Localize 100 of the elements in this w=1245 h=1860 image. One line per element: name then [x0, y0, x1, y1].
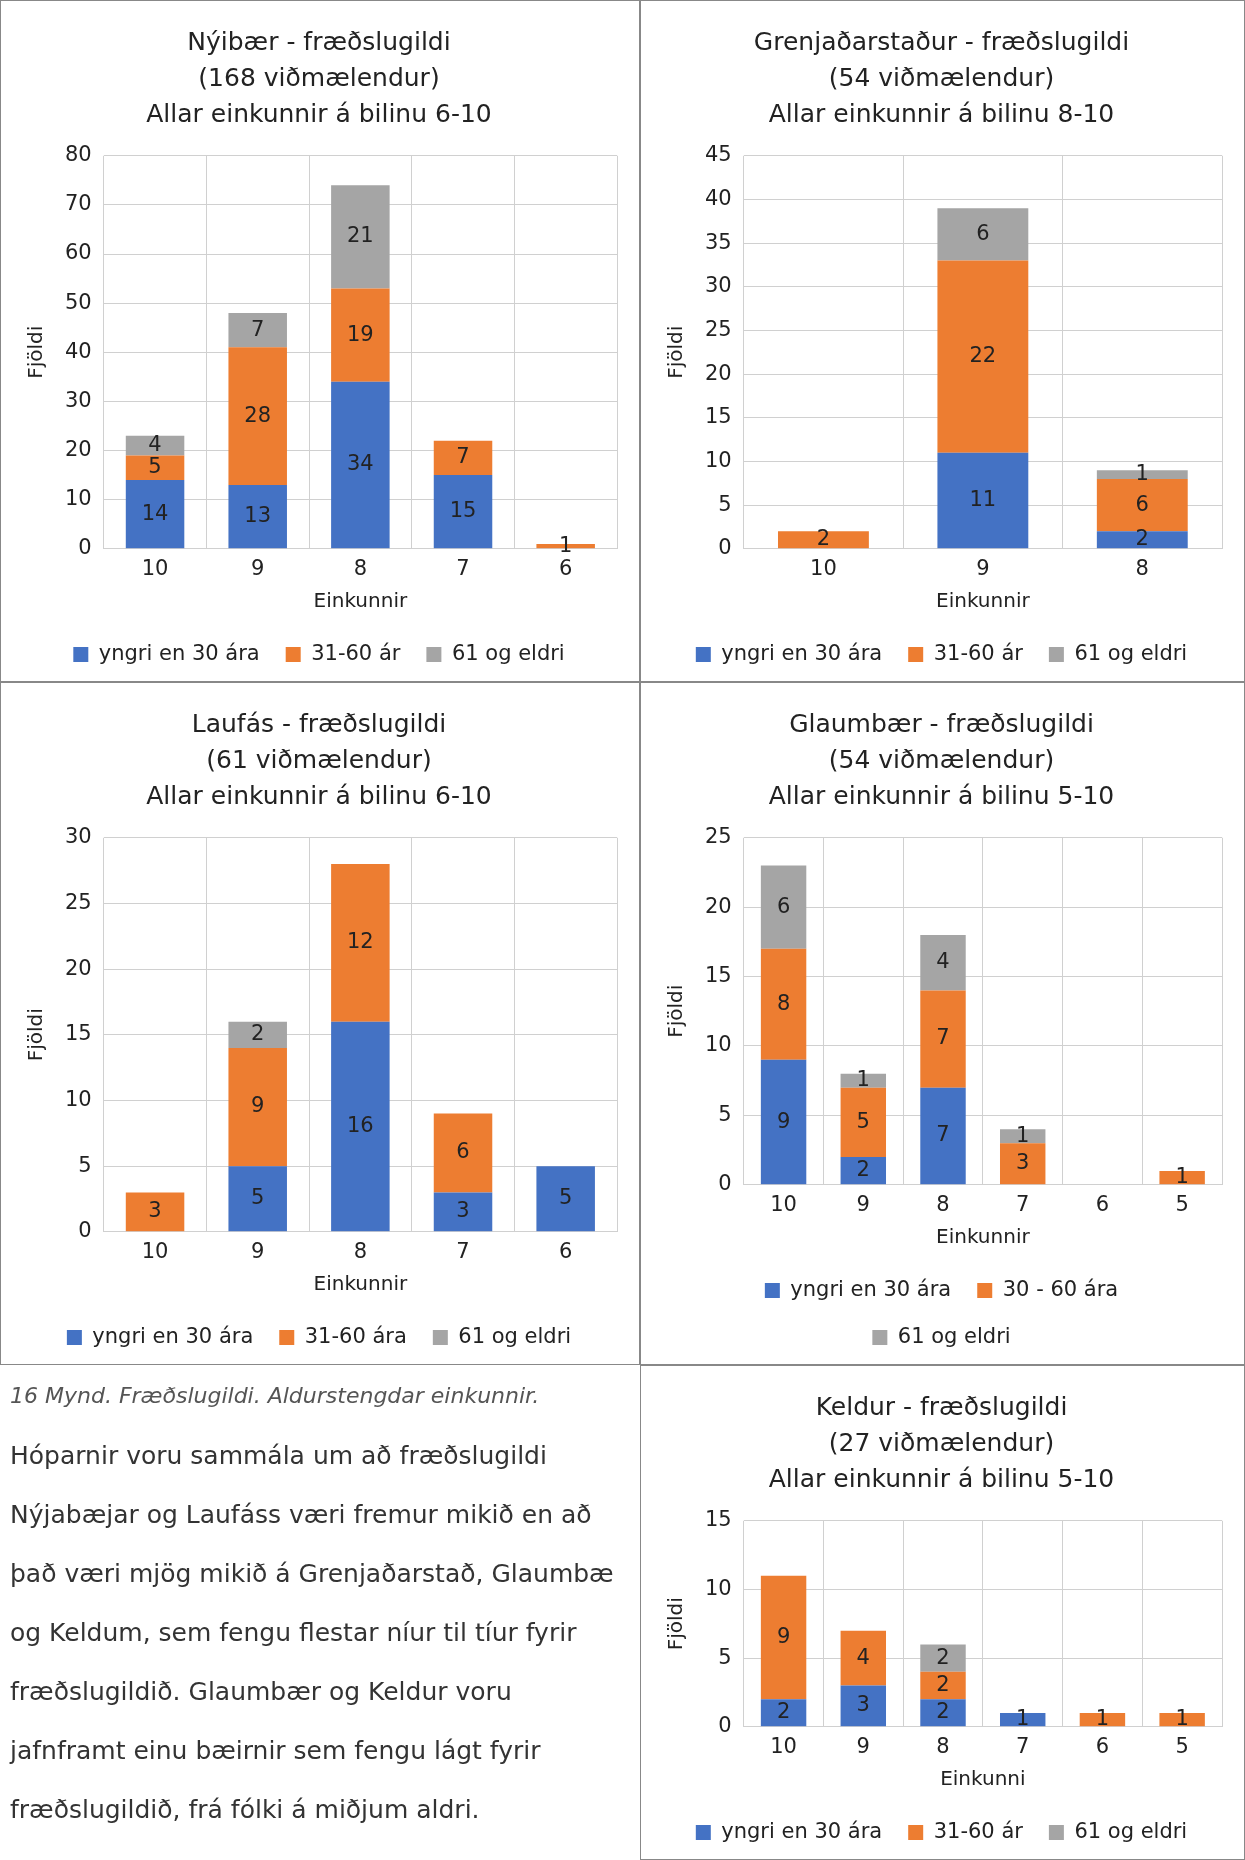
x-axis-title: Einkunnir — [313, 588, 408, 613]
data-label: 1 — [856, 1067, 870, 1092]
y-tick-label: 0 — [718, 535, 732, 560]
y-tick-label: 0 — [718, 1171, 732, 1196]
x-tick-label: 10 — [141, 555, 169, 580]
y-tick-label: 45 — [704, 142, 732, 167]
data-label: 2 — [856, 1157, 870, 1182]
bar — [433, 440, 493, 476]
data-label: 1 — [1095, 1706, 1110, 1731]
data-label: 3 — [856, 1692, 870, 1717]
legend-label: 30 - 60 ára — [1002, 1276, 1119, 1301]
data-label: 3 — [148, 1198, 162, 1223]
bar — [760, 1575, 807, 1700]
data-label: 14 — [141, 500, 169, 525]
x-tick-label: 6 — [558, 1238, 573, 1263]
data-label: 6 — [776, 893, 791, 918]
text: 16 Mynd. Fræðslugildi. Aldurstengdar einkunnir. — [10, 1383, 541, 1408]
y-tick-label: 5 — [718, 491, 732, 516]
legend-label: 31-60 ár — [933, 640, 1024, 665]
data-label: 2 — [936, 1672, 950, 1697]
x-tick-label: 8 — [353, 1238, 368, 1263]
y-tick-label: 10 — [704, 1575, 732, 1600]
bar — [920, 1087, 966, 1185]
chart-title: Nýibær - fræðslugildi (168 viðmælendur) Allar einkunnir á bilinu 6-10 — [146, 26, 492, 129]
bar — [760, 948, 807, 1060]
data-label: 3 — [1016, 1150, 1030, 1175]
y-tick-label: 80 — [64, 142, 92, 167]
y-tick-label: 10 — [704, 447, 732, 472]
y-tick-label: 70 — [64, 191, 92, 216]
bar — [1000, 1143, 1046, 1185]
y-tick-label: 25 — [704, 824, 732, 849]
bar — [760, 1699, 807, 1727]
legend-label: yngri en 30 ára — [721, 640, 883, 665]
x-tick-label: 10 — [770, 1191, 797, 1216]
bar — [228, 484, 287, 549]
data-label: 6 — [1135, 491, 1149, 516]
x-tick-label: 6 — [1095, 1733, 1110, 1758]
bar — [760, 1059, 807, 1185]
x-tick-label: 7 — [1016, 1191, 1030, 1216]
x-axis-title: Einkunnir — [313, 1271, 408, 1296]
legend-label: 61 og eldri — [458, 1323, 572, 1348]
bar — [840, 1685, 887, 1727]
x-tick-label: 7 — [456, 555, 470, 580]
data-label: 11 — [969, 486, 997, 511]
bar — [125, 480, 185, 549]
y-tick-label: 15 — [704, 963, 732, 988]
data-label: 7 — [456, 444, 470, 469]
legend-label: 31-60 ára — [304, 1323, 407, 1348]
data-label: 8 — [776, 990, 791, 1015]
legend-label: 61 og eldri — [897, 1323, 1011, 1348]
y-tick-label: 60 — [64, 240, 92, 265]
data-label: 2 — [776, 1699, 791, 1724]
bar — [920, 990, 966, 1088]
x-tick-label: 6 — [558, 555, 573, 580]
x-axis-title: Einkunnir — [936, 588, 1031, 613]
data-label: 19 — [346, 321, 374, 346]
y-tick-label: 10 — [64, 486, 92, 511]
y-tick-label: 15 — [704, 404, 732, 429]
y-axis-title: Fjöldi — [663, 984, 688, 1038]
x-tick-label: 9 — [251, 1238, 265, 1263]
y-axis-title: Fjöldi — [663, 325, 688, 379]
y-tick-label: 30 — [704, 273, 732, 298]
bar — [228, 312, 287, 348]
y-tick-label: 5 — [718, 1644, 732, 1669]
x-tick-label: 8 — [936, 1733, 950, 1758]
data-label: 13 — [244, 503, 272, 528]
x-tick-label: 8 — [353, 555, 368, 580]
bar — [331, 381, 390, 549]
y-axis-title: Fjöldi — [663, 1597, 688, 1651]
bar — [920, 1699, 966, 1727]
data-label: 2 — [936, 1699, 950, 1724]
x-axis-title: Einkunnir — [936, 1224, 1031, 1249]
y-tick-label: 30 — [64, 387, 92, 412]
bar — [228, 1166, 287, 1232]
x-tick-label: 6 — [1095, 1191, 1110, 1216]
x-tick-label: 9 — [856, 1191, 870, 1216]
y-axis-title: Fjöldi — [23, 325, 48, 379]
data-label: 4 — [148, 432, 162, 457]
data-label: 2 — [936, 1644, 950, 1669]
data-label: 7 — [936, 1025, 950, 1050]
x-axis-title: Einkunni — [940, 1766, 1026, 1791]
data-label: 1 — [1175, 1164, 1189, 1189]
data-label: 3 — [456, 1198, 470, 1223]
bar — [760, 865, 807, 949]
x-tick-label: 10 — [141, 1238, 169, 1263]
bar — [920, 1644, 966, 1672]
data-label: 34 — [346, 451, 374, 476]
x-tick-label: 7 — [456, 1238, 470, 1263]
bar — [536, 1166, 595, 1232]
data-label: 28 — [244, 402, 272, 427]
data-label: 16 — [346, 1112, 374, 1137]
legend-label: yngri en 30 ára — [721, 1818, 883, 1843]
data-label: 1 — [1016, 1122, 1030, 1147]
y-tick-label: 0 — [78, 535, 92, 560]
x-tick-label: 9 — [976, 555, 990, 580]
bar — [433, 1113, 493, 1193]
data-label: 9 — [251, 1093, 265, 1118]
bar — [840, 1087, 887, 1158]
y-tick-label: 20 — [64, 436, 92, 461]
y-axis-title: Fjöldi — [23, 1008, 48, 1062]
